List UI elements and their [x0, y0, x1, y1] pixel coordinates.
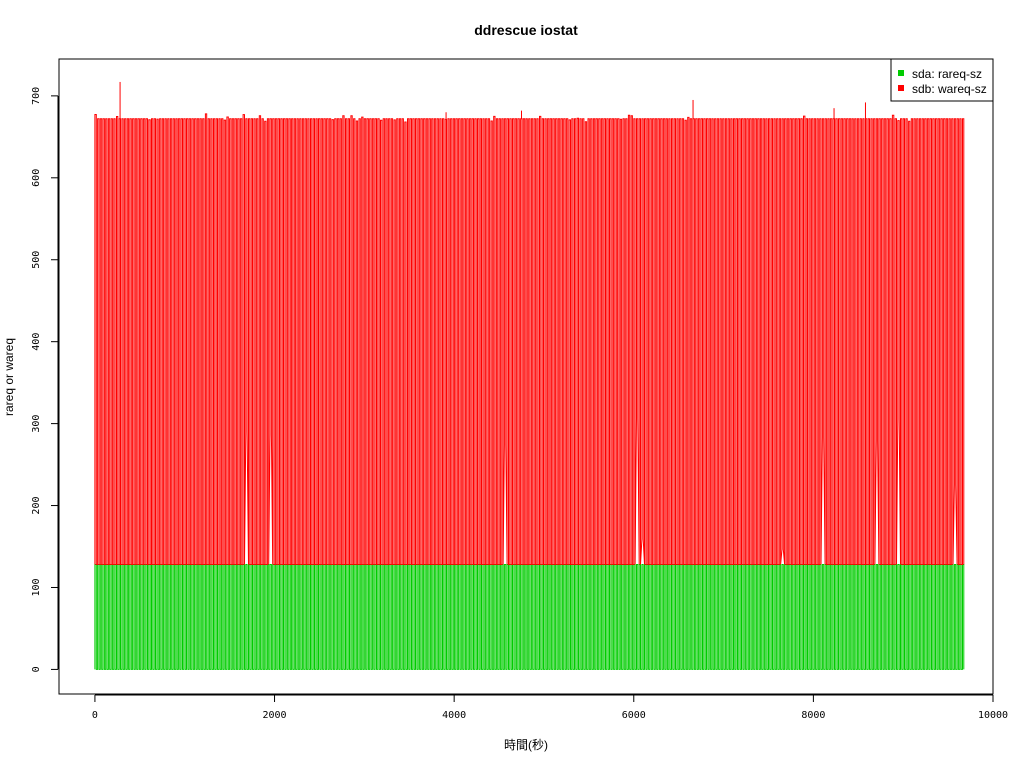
- y-tick-label: 300: [31, 415, 42, 433]
- series-line-sdb: [94, 113, 965, 565]
- plot-frame: [58, 58, 994, 695]
- x-tick-label: 4000: [442, 710, 466, 721]
- x-tick-label: 6000: [622, 710, 646, 721]
- series-layer: [94, 81, 965, 670]
- y-tick-label: 100: [31, 578, 42, 596]
- chart-title: ddrescue iostat: [474, 22, 578, 38]
- y-tick-label: 0: [31, 666, 42, 672]
- x-tick-label: 2000: [262, 710, 286, 721]
- legend-box: [890, 58, 994, 102]
- x-tick-label: 8000: [801, 710, 825, 721]
- legend-label-sda: sda: rareq-sz: [912, 67, 982, 81]
- legend: sda: rareq-sz sdb: wareq-sz: [890, 58, 994, 102]
- legend-label-sdb: sdb: wareq-sz: [912, 82, 987, 96]
- legend-swatch-sda: [898, 70, 904, 76]
- x-tick-label: 10000: [978, 710, 1008, 721]
- y-tick-label: 400: [31, 333, 42, 351]
- x-tick-label: 0: [92, 710, 98, 721]
- y-tick-label: 200: [31, 497, 42, 515]
- series-line-sda: [94, 564, 965, 670]
- y-axis-label: rareq or wareq: [2, 338, 16, 416]
- legend-swatch-sdb: [898, 85, 904, 91]
- axes-layer: 0 2000 4000 6000 8000 10000 0 100 200 300 400 500 60…: [31, 87, 1008, 721]
- y-tick-label: 500: [31, 251, 42, 269]
- x-axis-label: 時間(秒): [504, 738, 548, 752]
- y-tick-label: 600: [31, 169, 42, 187]
- y-tick-label: 700: [31, 87, 42, 105]
